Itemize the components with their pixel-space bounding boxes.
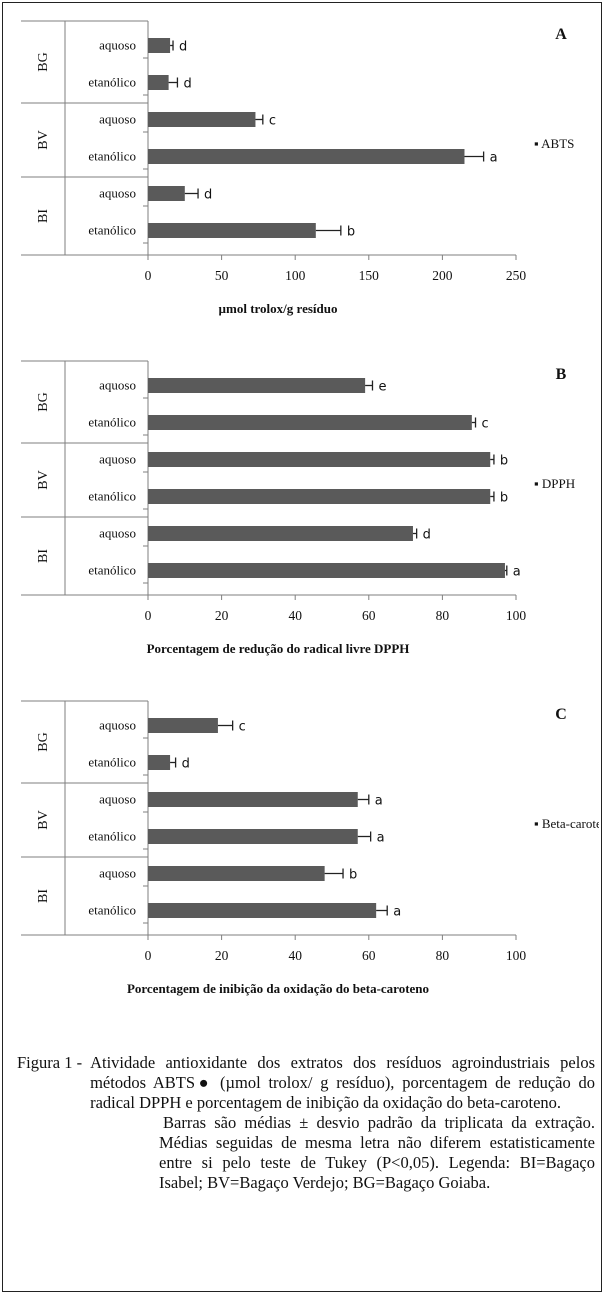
category-label: aquoso bbox=[99, 378, 136, 393]
panel-letter: B bbox=[556, 366, 567, 383]
bar bbox=[148, 38, 170, 53]
category-label: aquoso bbox=[99, 112, 136, 127]
category-label: aquoso bbox=[99, 866, 136, 881]
figure-caption: Figura 1 - Atividade antioxidante dos ex… bbox=[17, 1053, 595, 1193]
caption-label: Figura 1 - bbox=[17, 1053, 82, 1113]
x-tick-label: 100 bbox=[506, 948, 527, 963]
chart-panel-a: BG aquoso d etanólico d BV aquoso c etanólico a BI… bbox=[3, 7, 599, 347]
x-tick-label: 40 bbox=[288, 608, 302, 623]
x-tick-label: 0 bbox=[145, 268, 152, 283]
category-label: etanólico bbox=[88, 903, 136, 918]
significance-letter: d bbox=[204, 188, 212, 203]
x-tick-label: 20 bbox=[215, 608, 229, 623]
x-tick-label: 0 bbox=[145, 948, 152, 963]
significance-letter: c bbox=[239, 720, 246, 735]
group-label-bg: BG bbox=[36, 52, 51, 71]
x-axis-label: µmol trolox/g resíduo bbox=[219, 301, 338, 316]
category-label: etanólico bbox=[88, 755, 136, 770]
significance-letter: b bbox=[349, 868, 357, 883]
bar bbox=[148, 186, 185, 201]
category-label: etanólico bbox=[88, 223, 136, 238]
bar bbox=[148, 75, 169, 90]
bar bbox=[148, 792, 358, 807]
significance-letter: a bbox=[375, 794, 383, 809]
x-tick-label: 200 bbox=[432, 268, 453, 283]
chart-panel-c: BG aquoso c etanólico d BV aquoso a etanólico a BI… bbox=[3, 687, 599, 1037]
significance-letter: c bbox=[482, 417, 489, 432]
category-label: aquoso bbox=[99, 38, 136, 53]
panel-letter: C bbox=[555, 706, 567, 723]
x-tick-label: 80 bbox=[436, 608, 450, 623]
significance-letter: b bbox=[500, 491, 508, 506]
bar bbox=[148, 903, 376, 918]
category-label: etanólico bbox=[88, 149, 136, 164]
bar bbox=[148, 866, 325, 881]
bar bbox=[148, 829, 358, 844]
group-label-bv: BV bbox=[36, 810, 51, 829]
legend-entry: ▪ Beta-caroteno bbox=[534, 816, 599, 831]
group-label-bv: BV bbox=[36, 470, 51, 489]
group-label-bv: BV bbox=[36, 130, 51, 149]
significance-letter: a bbox=[377, 831, 385, 846]
category-label: etanólico bbox=[88, 563, 136, 578]
x-tick-label: 80 bbox=[436, 948, 450, 963]
bar bbox=[148, 452, 490, 467]
category-label: etanólico bbox=[88, 415, 136, 430]
significance-letter: d bbox=[183, 77, 191, 92]
bar bbox=[148, 755, 170, 770]
category-label: aquoso bbox=[99, 186, 136, 201]
x-tick-label: 150 bbox=[359, 268, 380, 283]
chart-panel-b: BG aquoso e etanólico c BV aquoso b etanólico b BI… bbox=[3, 347, 599, 687]
category-label: etanólico bbox=[88, 75, 136, 90]
caption-note: Barras são médias ± desvio padrão da tri… bbox=[159, 1113, 595, 1193]
category-label: etanólico bbox=[88, 489, 136, 504]
legend-entry: ▪ DPPH bbox=[534, 476, 575, 491]
x-tick-label: 60 bbox=[362, 608, 376, 623]
significance-letter: b bbox=[347, 225, 355, 240]
category-label: aquoso bbox=[99, 718, 136, 733]
bar bbox=[148, 526, 413, 541]
category-label: aquoso bbox=[99, 526, 136, 541]
group-label-bi: BI bbox=[36, 889, 51, 903]
significance-letter: b bbox=[500, 454, 508, 469]
bar bbox=[148, 718, 218, 733]
x-tick-label: 40 bbox=[288, 948, 302, 963]
group-label-bg: BG bbox=[36, 732, 51, 751]
bar bbox=[148, 112, 255, 127]
significance-letter: d bbox=[182, 757, 190, 772]
bar bbox=[148, 149, 464, 164]
bar bbox=[148, 223, 316, 238]
x-tick-label: 50 bbox=[215, 268, 229, 283]
caption-text: Atividade antioxidante dos extratos dos … bbox=[90, 1053, 595, 1113]
significance-letter: e bbox=[378, 380, 386, 395]
significance-letter: c bbox=[269, 114, 276, 129]
category-label: aquoso bbox=[99, 452, 136, 467]
significance-letter: a bbox=[490, 151, 498, 166]
panel-letter: A bbox=[555, 26, 567, 43]
x-tick-label: 250 bbox=[506, 268, 527, 283]
x-axis-label: Porcentagem de inibição da oxidação do b… bbox=[127, 981, 429, 996]
x-axis-label: Porcentagem de redução do radical livre … bbox=[147, 641, 410, 656]
significance-letter: d bbox=[179, 40, 187, 55]
x-tick-label: 100 bbox=[285, 268, 306, 283]
x-tick-label: 20 bbox=[215, 948, 229, 963]
x-tick-label: 100 bbox=[506, 608, 527, 623]
significance-letter: d bbox=[423, 528, 431, 543]
bar bbox=[148, 415, 472, 430]
significance-letter: a bbox=[513, 565, 521, 580]
group-label-bi: BI bbox=[36, 209, 51, 223]
legend-entry: ▪ ABTS bbox=[534, 136, 574, 151]
group-label-bg: BG bbox=[36, 392, 51, 411]
bar bbox=[148, 489, 490, 504]
significance-letter: a bbox=[393, 905, 401, 920]
category-label: aquoso bbox=[99, 792, 136, 807]
x-tick-label: 60 bbox=[362, 948, 376, 963]
bar bbox=[148, 378, 365, 393]
category-label: etanólico bbox=[88, 829, 136, 844]
bar bbox=[148, 563, 505, 578]
group-label-bi: BI bbox=[36, 549, 51, 563]
x-tick-label: 0 bbox=[145, 608, 152, 623]
